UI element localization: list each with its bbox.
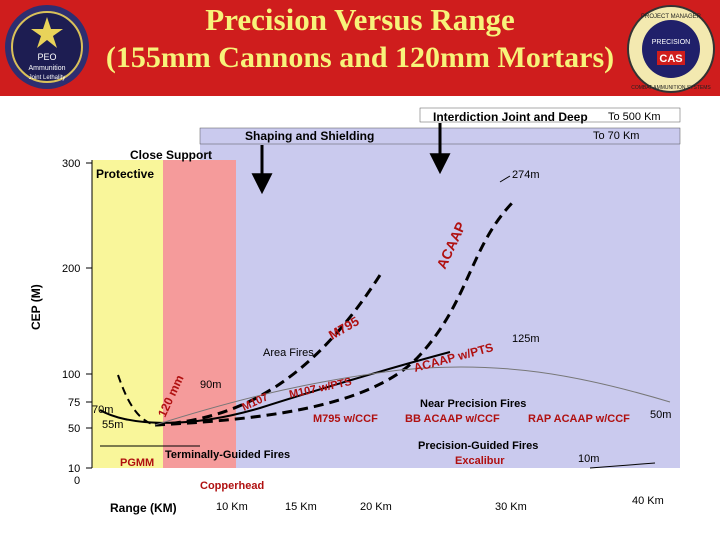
interdiction-bar: [419, 107, 681, 123]
svg-text:CAS: CAS: [659, 53, 682, 65]
y-tick-50: 50: [68, 423, 80, 435]
peo-ammunition-logo: PEO Ammunition Joint Lethality: [4, 4, 90, 90]
x-tick-15km: 15 Km: [285, 501, 317, 513]
annotation-precision-guided: Precision-Guided Fires: [418, 440, 538, 452]
zone-protective: [92, 160, 163, 468]
annotation-70m: 70m: [92, 404, 113, 416]
title-banner: PEO Ammunition Joint Lethality Precision…: [0, 0, 720, 96]
svg-text:Joint Lethality: Joint Lethality: [29, 75, 66, 81]
acaap-max-leader: [499, 175, 511, 183]
svg-text:COMBAT AMMUNITION SYSTEMS: COMBAT AMMUNITION SYSTEMS: [631, 85, 711, 91]
annotation-rap-acaap: RAP ACAAP w/CCF: [528, 413, 630, 425]
svg-text:PROJECT MANAGER: PROJECT MANAGER: [641, 14, 702, 20]
x-tick-30km: 30 Km: [495, 501, 527, 513]
svg-text:Ammunition: Ammunition: [29, 65, 66, 72]
annotation-55m: 55m: [102, 419, 123, 431]
x-tick-40km: 40 Km: [632, 495, 664, 507]
svg-text:PEO: PEO: [37, 52, 56, 62]
y-tick-300: 300: [62, 158, 80, 170]
annotation-bb-acaap: BB ACAAP w/CCF: [405, 413, 500, 425]
pm-cas-logo: PROJECT MANAGER COMBAT AMMUNITION SYSTEM…: [626, 4, 715, 93]
annotation-10m: 10m: [578, 453, 599, 465]
x-tick-10km: 10 Km: [216, 501, 248, 513]
y-tick-0: 0: [74, 475, 80, 487]
zone-label-shaping: Shaping and Shielding: [245, 129, 374, 143]
annotation-area-fires: Area Fires: [263, 347, 314, 359]
y-tick-75: 75: [68, 397, 80, 409]
svg-text:PRECISION: PRECISION: [652, 39, 691, 46]
annotation-terminally-guided: Terminally-Guided Fires: [165, 449, 290, 461]
y-tick-200: 200: [62, 263, 80, 275]
annotation-274m: 274m: [512, 169, 540, 181]
zone-shaping-shielding: [200, 128, 680, 468]
y-tick-100: 100: [62, 369, 80, 381]
arrow-label-70km: To 70 Km: [593, 130, 639, 142]
x-axis-title: Range (KM): [110, 501, 177, 515]
zone-label-close-support: Close Support: [130, 148, 212, 162]
y-axis-label: CEP (M): [29, 284, 43, 330]
annotation-copperhead: Copperhead: [200, 480, 264, 492]
annotation-near-precision: Near Precision Fires: [420, 398, 526, 410]
annotation-50m: 50m: [650, 409, 671, 421]
annotation-m795-ccf: M795 w/CCF: [313, 413, 378, 425]
series-line-m107-pts: [154, 366, 671, 426]
zone-label-interdiction: Interdiction Joint and Deep: [433, 110, 588, 124]
y-tick-10: 10: [68, 463, 80, 475]
series-line-m795: [154, 274, 382, 427]
zone-label-protective: Protective: [96, 167, 154, 181]
annotation-90m: 90m: [200, 379, 221, 391]
annotation-pgmm: PGMM: [120, 457, 154, 469]
annotation-excalibur: Excalibur: [455, 455, 505, 467]
precision-range-chart: Interdiction Joint and Deep Shaping and …: [29, 107, 681, 515]
series-line-acaap: [154, 198, 517, 427]
precision-guided-leader: [589, 462, 656, 469]
annotation-125m: 125m: [512, 333, 540, 345]
chart-title-line1: Precision Versus Range: [205, 2, 515, 37]
arrow-label-500km: To 500 Km: [608, 111, 661, 123]
chart-title-line2: (155mm Cannons and 120mm Mortars): [105, 41, 615, 74]
x-tick-20km: 20 Km: [360, 501, 392, 513]
series-line-m107: [99, 351, 451, 424]
